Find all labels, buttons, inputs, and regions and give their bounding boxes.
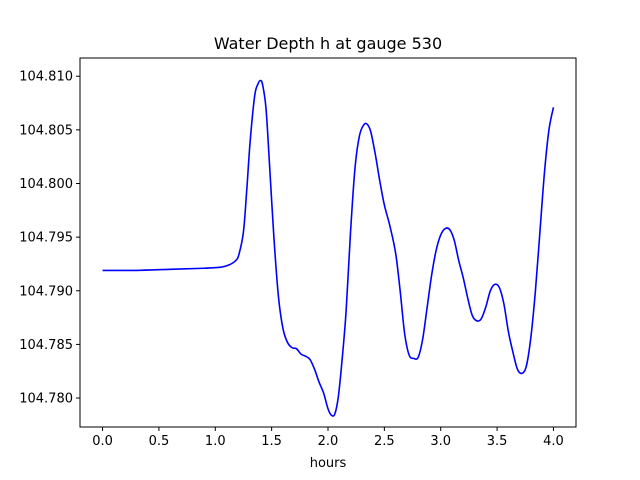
series-line-0 <box>102 79 555 417</box>
x-tick-label: 3.0 <box>430 434 451 449</box>
plot-area <box>102 79 555 417</box>
axis-ticks: 0.0 0.5 1.0 1.5 2.0 2.5 3.0 3.5 4.0 104.780 104.78… <box>19 70 564 449</box>
y-tick-label: 104.780 <box>19 392 73 407</box>
x-tick-label: 2.0 <box>318 434 339 449</box>
y-tick-label: 104.790 <box>19 284 73 299</box>
y-tick-label: 104.785 <box>19 338 73 353</box>
x-tick-label: 4.0 <box>543 434 564 449</box>
y-tick-label: 104.795 <box>19 231 73 246</box>
x-tick-label: 0.5 <box>149 434 170 449</box>
x-tick-label: 0.0 <box>92 434 113 449</box>
plot-frame <box>79 57 577 428</box>
x-tick-label: 2.5 <box>374 434 395 449</box>
y-tick-label: 104.800 <box>19 177 73 192</box>
x-tick-label: 3.5 <box>487 434 508 449</box>
chart-title: Water Depth h at gauge 530 <box>214 34 442 53</box>
x-tick-label: 1.5 <box>261 434 282 449</box>
y-tick-label: 104.805 <box>19 123 73 138</box>
x-tick-label: 1.0 <box>205 434 226 449</box>
y-tick-label: 104.810 <box>19 70 73 85</box>
x-axis-title: hours <box>310 456 347 471</box>
